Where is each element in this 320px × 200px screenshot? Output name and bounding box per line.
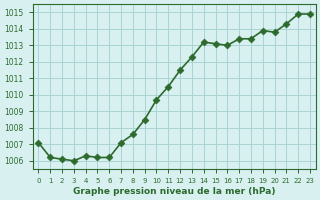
X-axis label: Graphe pression niveau de la mer (hPa): Graphe pression niveau de la mer (hPa) xyxy=(73,187,276,196)
